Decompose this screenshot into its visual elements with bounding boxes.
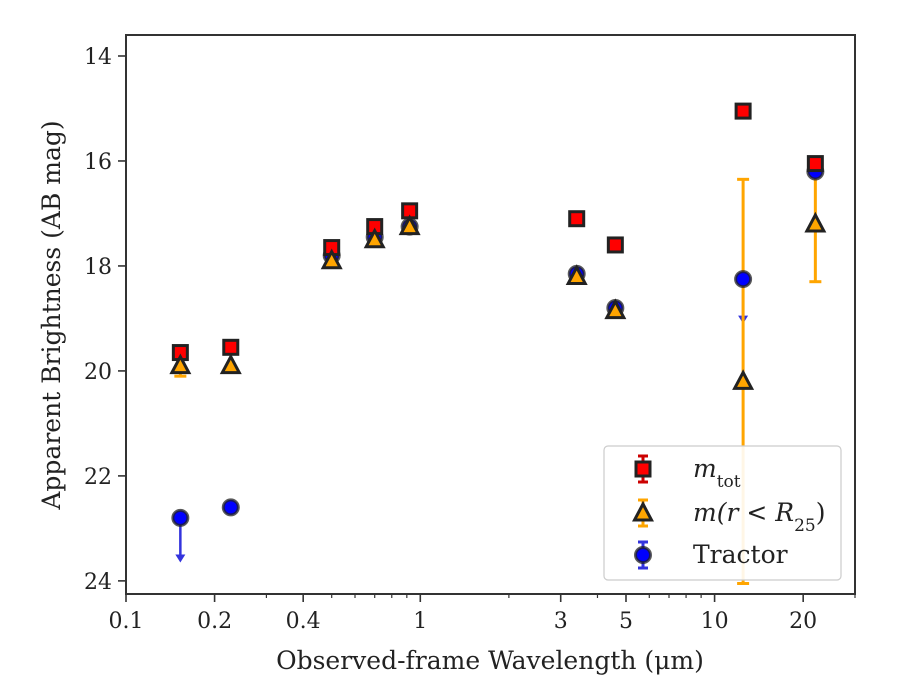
legend-label: m(r < R25): [693, 498, 825, 536]
square-marker: [806, 155, 824, 173]
legend-marker: [634, 460, 652, 478]
square-marker: [606, 236, 624, 254]
y-tick-label: 14: [84, 45, 112, 70]
square-marker: [568, 210, 586, 228]
x-tick-label: 3: [554, 609, 568, 634]
x-tick-label: 0.1: [109, 609, 144, 634]
circle-marker: [171, 508, 190, 527]
circle-marker: [734, 270, 753, 289]
triangle-marker: [320, 248, 343, 270]
triangle-marker: [604, 298, 627, 320]
x-tick-label: 1: [413, 609, 427, 634]
triangle-marker: [363, 227, 386, 249]
triangle-marker: [804, 211, 827, 233]
x-axis-label: Observed-frame Wavelength (μm): [276, 646, 704, 675]
triangle-marker: [398, 214, 421, 236]
y-tick-label: 18: [84, 255, 112, 280]
y-tick-label: 24: [84, 570, 112, 595]
square-marker: [222, 338, 240, 356]
x-tick-label: 0.2: [197, 609, 232, 634]
square-marker: [734, 102, 752, 120]
legend-marker: [632, 500, 654, 522]
triangle-marker: [732, 369, 755, 390]
legend-marker: [634, 546, 652, 564]
y-tick-label: 16: [84, 150, 112, 175]
triangle-marker: [565, 264, 588, 285]
circle-marker: [221, 498, 240, 517]
axis-ticks: 0.1 0.2 0.4 1 3 5 10 20 14 16 18 20 22 24: [84, 45, 856, 634]
y-tick-label: 20: [84, 360, 112, 385]
data-marks: [169, 102, 827, 586]
x-tick-label: 20: [789, 609, 817, 634]
data-points: [169, 102, 827, 527]
x-tick-label: 10: [701, 609, 729, 634]
triangle-marker: [169, 353, 192, 375]
legend-label: Tractor: [693, 540, 788, 569]
upper-limit-arrowhead: [175, 554, 186, 563]
y-tick-label: 22: [84, 465, 112, 490]
legend: mtot m(r < R25) Tractor: [603, 445, 842, 581]
legend-box: [603, 445, 842, 581]
plot-frame: [125, 34, 856, 595]
triangle-marker: [219, 353, 242, 375]
legend-label: mtot: [693, 454, 741, 492]
x-tick-label: 0.4: [286, 609, 321, 634]
x-tick-label: 5: [619, 609, 633, 634]
y-axis-label: Apparent Brightness (AB mag): [37, 120, 66, 510]
